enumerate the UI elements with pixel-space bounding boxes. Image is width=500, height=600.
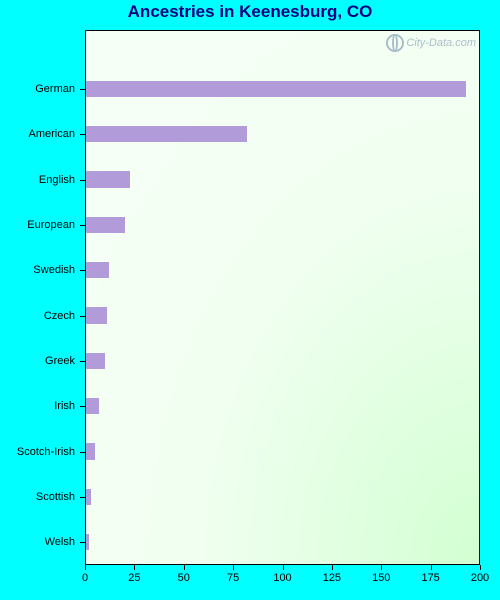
x-tick-label: 25 <box>128 572 140 584</box>
bar <box>85 307 107 323</box>
y-tick-label: American <box>0 128 75 140</box>
x-tick <box>233 565 234 570</box>
top-axis-line <box>85 30 480 31</box>
x-tick-label: 150 <box>372 572 390 584</box>
y-tick-label: Swedish <box>0 264 75 276</box>
y-tick-label: Irish <box>0 400 75 412</box>
x-tick-label: 50 <box>178 572 190 584</box>
bar <box>85 443 95 459</box>
x-axis-line <box>85 564 480 565</box>
y-tick-label: Greek <box>0 355 75 367</box>
x-tick <box>283 565 284 570</box>
bar <box>85 171 130 187</box>
bar <box>85 262 109 278</box>
x-tick <box>184 565 185 570</box>
x-tick <box>480 565 481 570</box>
chart-container: Ancestries in Keenesburg, CO City-Data.c… <box>0 0 500 600</box>
y-tick-label: Czech <box>0 310 75 322</box>
x-tick <box>85 565 86 570</box>
bar <box>85 398 99 414</box>
x-tick-label: 0 <box>82 572 88 584</box>
x-tick <box>381 565 382 570</box>
plot-gradient <box>85 30 480 565</box>
bar <box>85 81 466 97</box>
x-tick-label: 75 <box>227 572 239 584</box>
x-tick-label: 100 <box>273 572 291 584</box>
x-tick-label: 125 <box>323 572 341 584</box>
y-tick-label: Scottish <box>0 491 75 503</box>
y-tick-label: European <box>0 219 75 231</box>
x-tick <box>431 565 432 570</box>
x-tick <box>332 565 333 570</box>
bar <box>85 353 105 369</box>
bar <box>85 217 125 233</box>
right-axis-line <box>479 30 480 565</box>
y-tick-label: English <box>0 174 75 186</box>
y-axis-line <box>85 30 86 565</box>
y-tick-label: German <box>0 83 75 95</box>
chart-title: Ancestries in Keenesburg, CO <box>0 2 500 22</box>
y-tick-label: Welsh <box>0 536 75 548</box>
x-tick-label: 200 <box>471 572 489 584</box>
plot-area: City-Data.com <box>85 30 480 565</box>
y-tick-label: Scotch-Irish <box>0 446 75 458</box>
x-tick-label: 175 <box>421 572 439 584</box>
x-tick <box>134 565 135 570</box>
bar <box>85 126 247 142</box>
